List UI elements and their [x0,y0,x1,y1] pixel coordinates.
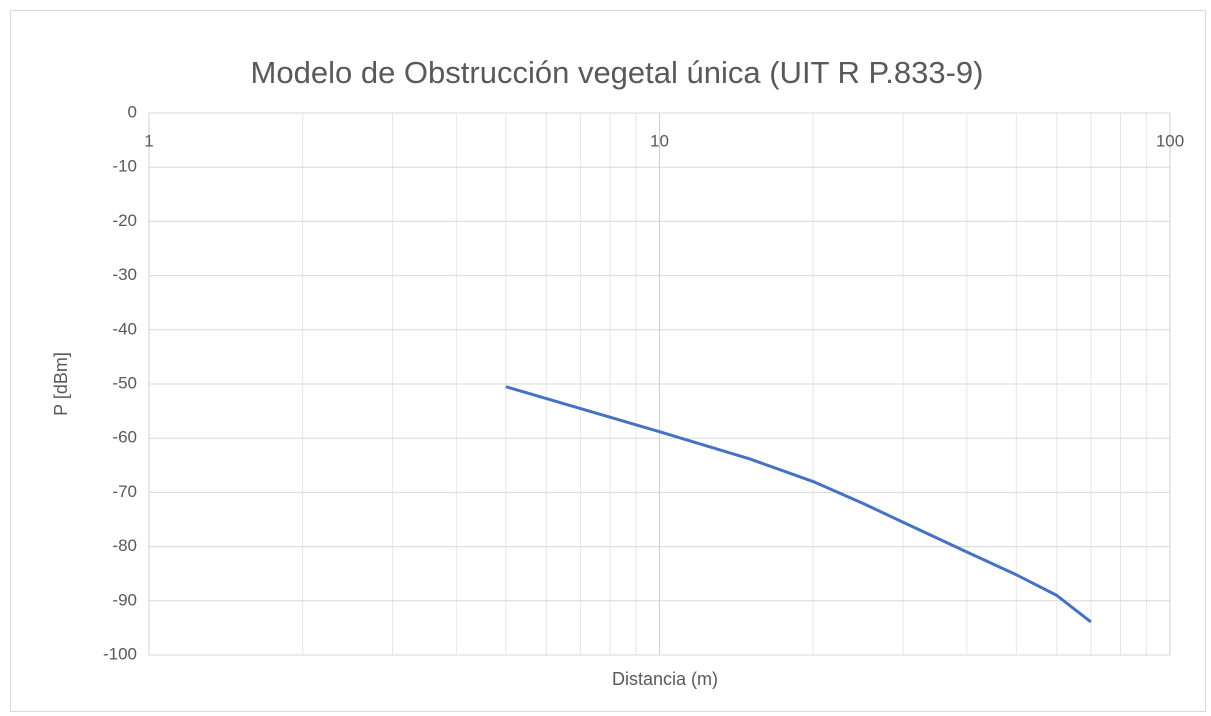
data-line [505,385,1092,624]
y-tick-label: -30 [112,265,137,284]
y-tick-label: -20 [112,211,137,230]
chart-title: Modelo de Obstrucción vegetal única (UIT… [251,55,984,90]
y-tick-label: -100 [103,644,137,663]
y-tick-label: -40 [112,319,137,338]
x-tick-label: 1 [144,131,153,150]
y-tick-label: -60 [112,428,137,447]
y-tick-label: -90 [112,590,137,609]
y-tick-label: -10 [112,157,137,176]
chart-border [10,10,1206,712]
y-tick-label: -50 [112,373,137,392]
y-axis-title: P [dBm] [51,352,71,416]
y-tick-label: -80 [112,536,137,555]
x-tick-label: 100 [1156,131,1184,150]
y-tick-label: 0 [128,102,137,121]
y-tick-label: -70 [112,482,137,501]
x-axis-title: Distancia (m) [612,669,718,689]
x-tick-label: 10 [650,131,669,150]
